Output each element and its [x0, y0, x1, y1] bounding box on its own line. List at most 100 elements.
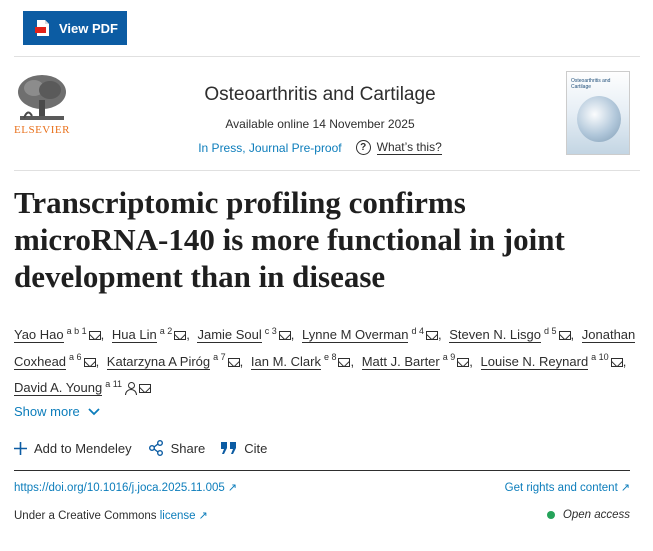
- author-affiliation-marker: a b 1: [66, 326, 87, 336]
- author-affiliation-marker: c 3: [264, 326, 277, 336]
- author-separator: ,: [95, 353, 103, 369]
- author-separator: ,: [469, 353, 477, 369]
- author-entry[interactable]: Katarzyna A Piróg a 7: [106, 352, 240, 370]
- email-icon: [426, 331, 438, 341]
- author-entry[interactable]: David A. Young a 11: [14, 378, 152, 396]
- author-name[interactable]: Lynne M Overman: [302, 327, 409, 344]
- doi-text: https://doi.org/10.1016/j.joca.2025.11.0…: [14, 482, 225, 494]
- external-link-icon: ↗: [198, 510, 208, 522]
- license-link[interactable]: license ↗: [160, 510, 208, 522]
- publisher-logo[interactable]: ELSEVIER: [14, 72, 70, 138]
- view-pdf-label: View PDF: [59, 20, 119, 36]
- author-name[interactable]: Hua Lin: [111, 327, 157, 344]
- tree-logo-icon: [18, 75, 66, 120]
- external-link-icon: ↗: [620, 482, 630, 494]
- cite-button[interactable]: Cite: [221, 440, 267, 456]
- author-name[interactable]: Ian M. Clark: [250, 353, 321, 370]
- email-icon: [174, 331, 187, 341]
- open-access-label: Open access: [562, 509, 630, 521]
- actions-divider: [14, 470, 630, 471]
- email-icon: [278, 331, 291, 341]
- show-more-button[interactable]: Show more: [14, 404, 100, 419]
- author-affiliation-marker: a 7: [213, 352, 226, 363]
- open-access-badge: Open access: [546, 509, 630, 521]
- author-affiliation-marker: e 8: [323, 352, 337, 363]
- available-online-date: Available online 14 November 2025: [225, 117, 415, 131]
- cite-label: Cite: [244, 440, 268, 456]
- author-entry[interactable]: Lynne M Overman d 4: [302, 326, 438, 344]
- quote-icon: [221, 442, 237, 454]
- author-entry[interactable]: Louise N. Reynard a 10: [480, 352, 623, 370]
- open-access-dot-icon: [546, 511, 555, 519]
- email-icon: [457, 357, 470, 367]
- author-entry[interactable]: Hua Lin a 2: [111, 326, 187, 344]
- share-label: Share: [170, 440, 206, 456]
- author-name[interactable]: Katarzyna A Piróg: [106, 353, 211, 370]
- mendeley-label: Add to Mendeley: [34, 440, 132, 456]
- author-separator: ,: [186, 327, 194, 343]
- author-separator: ,: [622, 353, 627, 369]
- author-entry[interactable]: Steven N. Lisgo d 5: [449, 326, 571, 344]
- journal-cover-image[interactable]: Osteoarthritis and Cartilage: [566, 71, 630, 155]
- article-title: Transcriptomic profiling confirms microR…: [14, 185, 565, 294]
- author-separator: ,: [290, 327, 299, 343]
- author-separator: ,: [570, 327, 578, 343]
- email-icon: [88, 331, 101, 341]
- email-icon: [338, 357, 351, 367]
- help-icon[interactable]: ?: [355, 140, 371, 155]
- rights-link[interactable]: Get rights and content ↗: [505, 481, 630, 494]
- author-separator: ,: [100, 327, 108, 343]
- author-entry[interactable]: Yao Hao a b 1: [14, 326, 101, 344]
- author-entry[interactable]: Jonathan Coxhead a 6: [14, 327, 636, 370]
- author-separator: ,: [350, 353, 358, 369]
- author-name[interactable]: Steven N. Lisgo: [449, 327, 542, 344]
- email-icon: [83, 357, 96, 367]
- author-affiliation-marker: d 5: [544, 326, 557, 336]
- header-divider: [14, 56, 640, 57]
- view-pdf-button[interactable]: View PDF: [23, 11, 127, 45]
- share-button[interactable]: Share: [148, 440, 206, 456]
- author-separator: ,: [438, 327, 446, 343]
- plus-icon: [14, 441, 27, 455]
- author-name[interactable]: Jamie Soul: [197, 327, 262, 344]
- author-name[interactable]: Louise N. Reynard: [480, 353, 589, 370]
- author-entry[interactable]: Ian M. Clark e 8: [250, 352, 351, 370]
- article-status-row: In Press, Journal Pre-proof ? What’s thi…: [150, 140, 490, 155]
- license-statement: Under a Creative Commons license ↗: [14, 509, 208, 522]
- author-name[interactable]: Matt J. Barter: [361, 353, 440, 370]
- author-name[interactable]: Jonathan Coxhead: [14, 327, 636, 370]
- add-to-mendeley-button[interactable]: Add to Mendeley: [14, 440, 132, 456]
- journal-title-link[interactable]: Osteoarthritis and Cartilage: [204, 84, 436, 105]
- whats-this-link[interactable]: What’s this?: [376, 140, 442, 155]
- masthead-divider: [14, 170, 640, 171]
- author-entry[interactable]: Matt J. Barter a 9: [361, 352, 470, 370]
- email-icon: [139, 383, 152, 393]
- corresponding-author-icon: [125, 381, 138, 395]
- share-icon: [148, 440, 163, 456]
- article-actions: Add to Mendeley Share Cite: [14, 440, 267, 456]
- author-affiliation-marker: a 2: [159, 326, 173, 336]
- email-icon: [558, 331, 571, 341]
- in-press-link[interactable]: In Press, Journal Pre-proof: [198, 140, 342, 155]
- author-separator: ,: [239, 353, 247, 369]
- email-icon: [610, 357, 623, 367]
- author-affiliation-marker: a 11: [105, 378, 123, 389]
- chevron-down-icon: [88, 407, 100, 415]
- cover-art: [577, 96, 621, 142]
- email-icon: [227, 357, 240, 367]
- publisher-name: ELSEVIER: [14, 124, 70, 136]
- author-entry[interactable]: Jamie Soul c 3: [197, 326, 291, 344]
- doi-link[interactable]: https://doi.org/10.1016/j.joca.2025.11.0…: [14, 481, 237, 494]
- author-affiliation-marker: a 9: [442, 352, 456, 363]
- license-prefix: Under a Creative Commons: [14, 510, 157, 522]
- author-name[interactable]: Yao Hao: [14, 327, 64, 344]
- rights-text: Get rights and content: [504, 482, 618, 494]
- author-list: Yao Hao a b 1, Hua Lin a 2, Jamie Soul c 3,…: [14, 320, 639, 399]
- author-affiliation-marker: a 10: [591, 352, 609, 363]
- author-affiliation-marker: d 4: [411, 326, 424, 336]
- cover-title: Osteoarthritis and Cartilage: [571, 78, 611, 90]
- journal-masthead: Osteoarthritis and Cartilage Available o…: [150, 84, 490, 155]
- author-name[interactable]: David A. Young: [14, 379, 103, 396]
- license-link-text: license: [159, 510, 196, 522]
- author-affiliation-marker: a 6: [69, 352, 82, 363]
